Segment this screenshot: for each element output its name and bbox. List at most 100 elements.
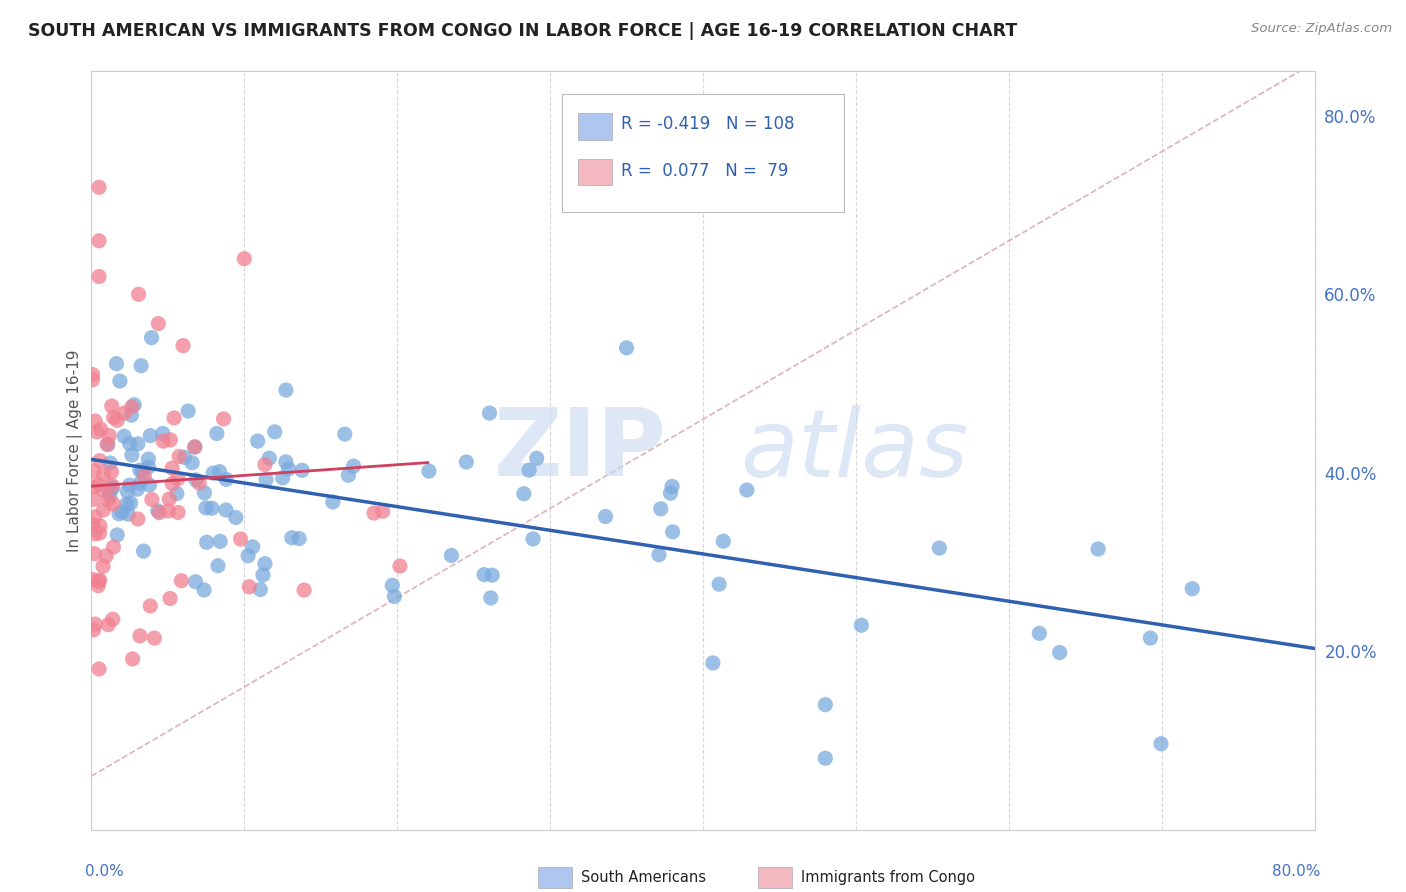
Point — [371, 504, 394, 518]
Point — [281, 531, 304, 545]
Point — [526, 451, 548, 466]
Point — [121, 652, 143, 666]
Point — [122, 398, 145, 412]
Point — [202, 466, 225, 480]
Text: atlas: atlas — [740, 405, 967, 496]
Point — [238, 580, 260, 594]
FancyBboxPatch shape — [578, 159, 613, 186]
Point — [1028, 626, 1050, 640]
Point — [152, 434, 174, 449]
Point — [707, 577, 730, 591]
Point — [242, 540, 264, 554]
Point — [127, 512, 149, 526]
Point — [183, 440, 205, 454]
Point — [851, 618, 873, 632]
Point — [101, 481, 124, 495]
Point — [249, 582, 271, 597]
Point — [82, 623, 104, 637]
Point — [195, 535, 218, 549]
Text: Source: ZipAtlas.com: Source: ZipAtlas.com — [1251, 22, 1392, 36]
Point — [291, 463, 314, 477]
Point — [333, 427, 356, 442]
Point — [274, 455, 297, 469]
Point — [288, 532, 311, 546]
Point — [105, 357, 128, 371]
Point — [87, 574, 110, 589]
Point — [96, 549, 118, 563]
Text: South Americans: South Americans — [581, 870, 706, 885]
Point — [103, 540, 125, 554]
Point — [661, 524, 683, 539]
Point — [89, 518, 111, 533]
Point — [89, 453, 111, 467]
Point — [128, 287, 150, 301]
Point — [517, 463, 540, 477]
Point — [184, 440, 207, 454]
Point — [139, 428, 162, 442]
Point — [253, 557, 276, 571]
Point — [87, 579, 110, 593]
Point — [440, 549, 463, 563]
Point — [101, 399, 124, 413]
Point — [215, 503, 238, 517]
Point — [246, 434, 269, 449]
Point — [91, 483, 114, 498]
Point — [87, 662, 110, 676]
Point — [236, 549, 259, 563]
FancyBboxPatch shape — [538, 867, 572, 888]
Point — [87, 269, 110, 284]
Point — [157, 492, 180, 507]
Point — [129, 359, 152, 373]
Point — [111, 505, 134, 519]
Point — [98, 483, 121, 497]
Point — [128, 463, 150, 477]
Point — [134, 469, 156, 483]
Point — [184, 574, 207, 589]
Point — [271, 471, 294, 485]
Point — [456, 455, 478, 469]
Point — [233, 252, 256, 266]
Point — [141, 331, 163, 345]
Point — [84, 414, 107, 428]
Point — [814, 751, 837, 765]
Point — [277, 462, 299, 476]
Point — [735, 483, 758, 497]
Point — [292, 583, 315, 598]
Point — [1139, 631, 1161, 645]
Point — [141, 492, 163, 507]
Point — [148, 317, 170, 331]
Point — [127, 482, 149, 496]
Point — [177, 404, 200, 418]
Point — [661, 479, 683, 493]
Point — [152, 426, 174, 441]
Point — [131, 465, 153, 479]
Point — [252, 568, 274, 582]
Point — [87, 234, 110, 248]
Point — [97, 493, 120, 508]
Point — [481, 568, 503, 582]
Y-axis label: In Labor Force | Age 16-19: In Labor Force | Age 16-19 — [67, 349, 83, 552]
Point — [83, 480, 105, 494]
Point — [97, 437, 120, 451]
Point — [159, 591, 181, 606]
Point — [138, 459, 160, 474]
Point — [87, 477, 110, 491]
Point — [208, 465, 231, 479]
Point — [212, 412, 235, 426]
Point — [82, 573, 104, 587]
Point — [342, 459, 364, 474]
Point — [129, 629, 152, 643]
Point — [513, 487, 536, 501]
Point — [215, 472, 238, 486]
Point — [117, 507, 139, 521]
Point — [479, 591, 502, 605]
Point — [90, 422, 112, 436]
Point — [616, 341, 638, 355]
Point — [205, 426, 228, 441]
Point — [1049, 646, 1071, 660]
Point — [157, 504, 180, 518]
Point — [100, 465, 122, 479]
Point — [139, 599, 162, 613]
Point — [167, 506, 190, 520]
Point — [84, 617, 107, 632]
